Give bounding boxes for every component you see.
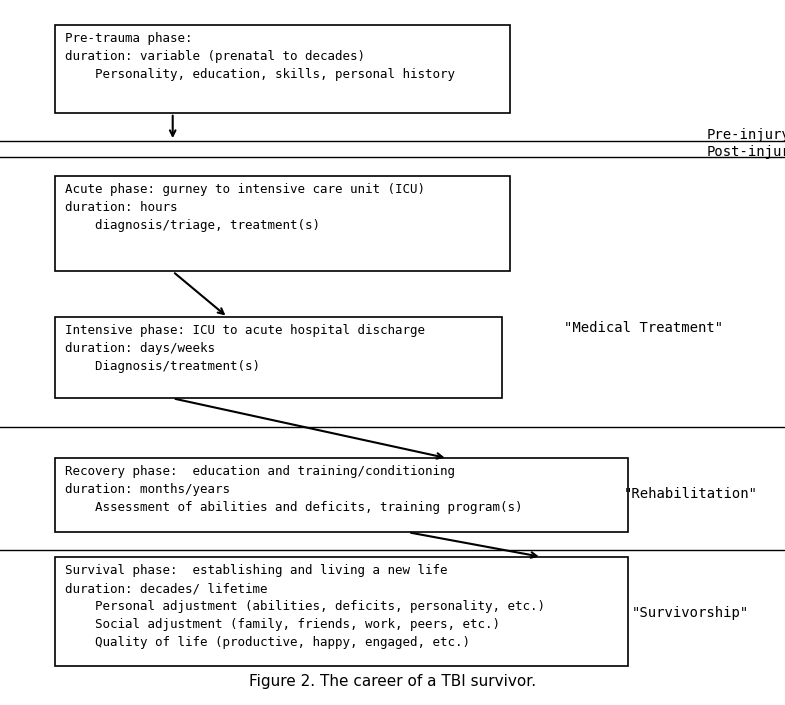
FancyBboxPatch shape	[55, 557, 628, 666]
FancyBboxPatch shape	[55, 25, 510, 113]
Text: Intensive phase: ICU to acute hospital discharge
duration: days/weeks
    Diagno: Intensive phase: ICU to acute hospital d…	[65, 324, 425, 374]
Text: "Survivorship": "Survivorship"	[632, 606, 750, 620]
Text: "Medical Treatment": "Medical Treatment"	[564, 321, 723, 335]
FancyBboxPatch shape	[55, 458, 628, 532]
Text: Figure 2. The career of a TBI survivor.: Figure 2. The career of a TBI survivor.	[249, 675, 536, 689]
FancyBboxPatch shape	[55, 317, 502, 398]
Text: "Rehabilitation": "Rehabilitation"	[624, 486, 758, 501]
FancyBboxPatch shape	[55, 176, 510, 271]
Text: Pre-injury: Pre-injury	[706, 128, 785, 142]
Text: Survival phase:  establishing and living a new life
duration: decades/ lifetime
: Survival phase: establishing and living …	[65, 564, 545, 649]
Text: Acute phase: gurney to intensive care unit (ICU)
duration: hours
    diagnosis/t: Acute phase: gurney to intensive care un…	[65, 183, 425, 233]
Text: Post-injury: Post-injury	[706, 145, 785, 159]
Text: Pre-trauma phase:
duration: variable (prenatal to decades)
    Personality, educ: Pre-trauma phase: duration: variable (pr…	[65, 32, 455, 81]
Text: Recovery phase:  education and training/conditioning
duration: months/years
    : Recovery phase: education and training/c…	[65, 465, 523, 515]
